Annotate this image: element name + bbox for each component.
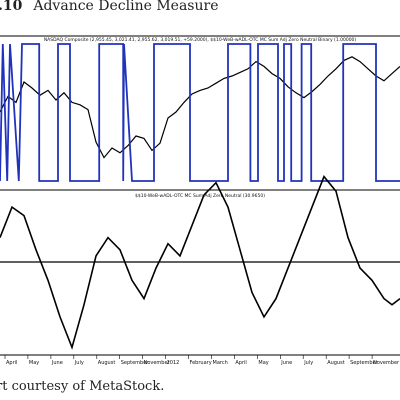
x-axis-tick-label: June <box>51 360 63 366</box>
x-axis: April May June July August SeptemberNovember2… <box>0 354 400 366</box>
oscillator-line <box>0 175 400 350</box>
lower-panel-series <box>0 175 400 350</box>
figure-heading: .10 Advance Decline Measure <box>0 0 218 14</box>
x-axis-tick-label: November <box>373 360 400 366</box>
x-axis-tick-label: April <box>235 360 246 366</box>
upper-panel-series <box>0 43 400 182</box>
upper-panel: NASDAQ Composite (2,955.45, 3,021.41, 2,… <box>0 35 400 182</box>
figure-credit: rt courtesy of MetaStock. <box>0 379 165 394</box>
lower-panel: $$10-WeB-wADL-OTC MC Sum Adj Zero Neutra… <box>0 175 400 350</box>
x-axis-tick-label: July <box>303 360 313 366</box>
x-axis-tick-label: August <box>327 360 345 366</box>
x-axis-tick-label: May <box>258 360 268 366</box>
figure-title: Advance Decline Measure <box>33 0 219 14</box>
x-axis-tick-label: June <box>280 360 292 366</box>
upper-panel-title: NASDAQ Composite (2,955.45, 3,021.41, 2,… <box>44 37 357 43</box>
x-axis-tick-label: February <box>190 360 212 366</box>
x-axis-tick-label: September <box>121 360 150 366</box>
x-axis-tick-label: August <box>98 360 116 366</box>
x-axis-tick-label: May <box>29 360 39 366</box>
x-axis-tick-label: July <box>74 360 84 366</box>
x-axis-tick-label: 2012 <box>167 360 180 366</box>
figure-number: .10 <box>0 0 23 14</box>
x-axis-tick-label: September <box>350 360 379 366</box>
binary-indicator-line <box>0 43 400 182</box>
x-axis-tick-label: March <box>213 360 228 366</box>
price-line <box>0 56 400 159</box>
x-axis-tick-label: April <box>6 360 17 366</box>
x-axis-tick-label: November <box>144 360 171 366</box>
lower-panel-title: $$10-WeB-wADL-OTC MC Sum Adj Zero Neutra… <box>135 193 265 199</box>
